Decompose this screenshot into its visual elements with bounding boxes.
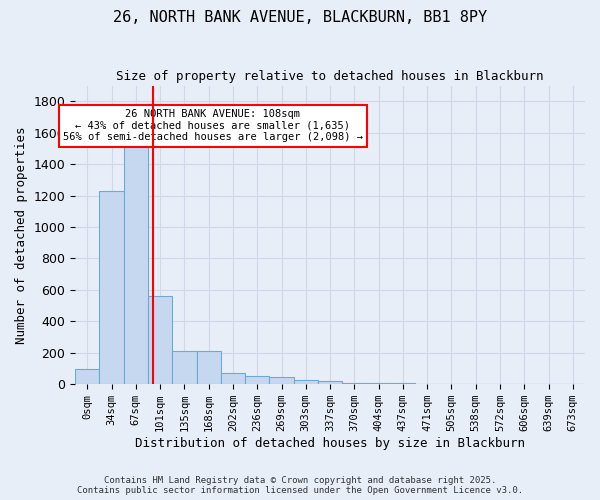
Text: Contains HM Land Registry data © Crown copyright and database right 2025.
Contai: Contains HM Land Registry data © Crown c… [77,476,523,495]
Bar [245,376,269,384]
Bar [293,380,318,384]
Bar [124,130,148,384]
Bar [342,382,367,384]
Bar [318,381,342,384]
Bar [100,191,124,384]
Text: 26 NORTH BANK AVENUE: 108sqm
← 43% of detached houses are smaller (1,635)
56% of: 26 NORTH BANK AVENUE: 108sqm ← 43% of de… [63,109,363,142]
Bar [148,296,172,384]
Bar [172,351,197,384]
Text: 26, NORTH BANK AVENUE, BLACKBURN, BB1 8PY: 26, NORTH BANK AVENUE, BLACKBURN, BB1 8P… [113,10,487,25]
Bar [75,370,100,384]
Bar [269,377,293,384]
Bar [221,373,245,384]
Title: Size of property relative to detached houses in Blackburn: Size of property relative to detached ho… [116,70,544,83]
X-axis label: Distribution of detached houses by size in Blackburn: Distribution of detached houses by size … [135,437,525,450]
Bar [197,351,221,384]
Y-axis label: Number of detached properties: Number of detached properties [15,126,28,344]
Bar [367,383,391,384]
